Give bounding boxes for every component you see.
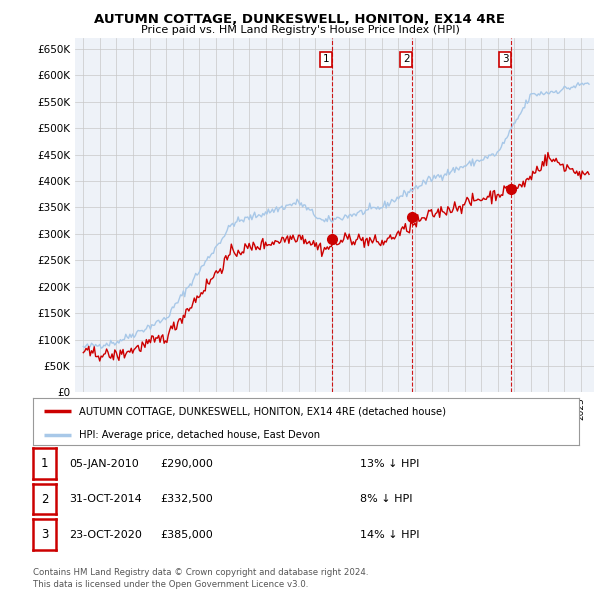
Text: 23-OCT-2020: 23-OCT-2020 [69,530,142,539]
Text: £332,500: £332,500 [160,494,213,504]
Text: 3: 3 [502,54,509,64]
Text: 14% ↓ HPI: 14% ↓ HPI [360,530,419,539]
Text: AUTUMN COTTAGE, DUNKESWELL, HONITON, EX14 4RE (detached house): AUTUMN COTTAGE, DUNKESWELL, HONITON, EX1… [79,407,446,417]
Text: 8% ↓ HPI: 8% ↓ HPI [360,494,413,504]
Text: 05-JAN-2010: 05-JAN-2010 [69,459,139,468]
Text: Price paid vs. HM Land Registry's House Price Index (HPI): Price paid vs. HM Land Registry's House … [140,25,460,35]
Text: 1: 1 [41,457,48,470]
Text: Contains HM Land Registry data © Crown copyright and database right 2024.
This d: Contains HM Land Registry data © Crown c… [33,568,368,589]
Text: AUTUMN COTTAGE, DUNKESWELL, HONITON, EX14 4RE: AUTUMN COTTAGE, DUNKESWELL, HONITON, EX1… [95,13,505,26]
Text: £290,000: £290,000 [160,459,213,468]
Text: 2: 2 [403,54,410,64]
Text: HPI: Average price, detached house, East Devon: HPI: Average price, detached house, East… [79,430,320,440]
Text: 31-OCT-2014: 31-OCT-2014 [69,494,142,504]
Text: £385,000: £385,000 [160,530,213,539]
Text: 1: 1 [323,54,329,64]
Text: 13% ↓ HPI: 13% ↓ HPI [360,459,419,468]
Text: 3: 3 [41,528,48,541]
Text: 2: 2 [41,493,48,506]
